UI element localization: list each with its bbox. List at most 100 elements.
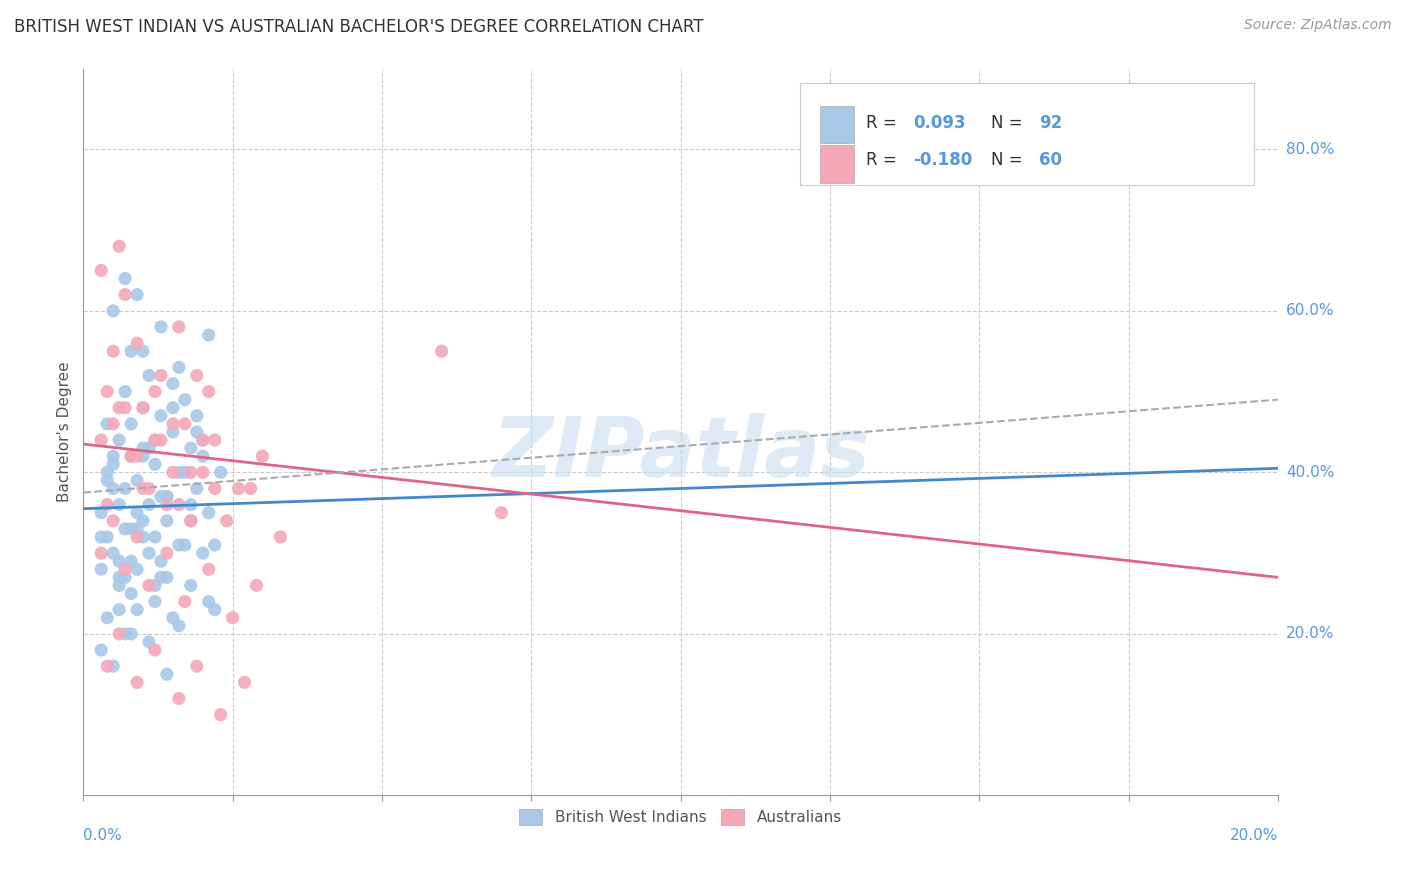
Point: [149, 570, 172, 584]
Point: [430, 344, 453, 359]
Point: [114, 522, 136, 536]
Point: [101, 303, 124, 318]
Legend: British West Indians, Australians: British West Indians, Australians: [513, 803, 848, 831]
Point: [138, 578, 160, 592]
Point: [252, 449, 274, 463]
Text: ZIPatlas: ZIPatlas: [492, 413, 869, 494]
Point: [191, 466, 214, 480]
Point: [173, 466, 195, 480]
Point: [197, 562, 219, 576]
Point: [143, 594, 166, 608]
Y-axis label: Bachelor's Degree: Bachelor's Degree: [58, 361, 72, 502]
Point: [138, 482, 160, 496]
Text: R =: R =: [866, 113, 901, 132]
Point: [132, 530, 155, 544]
Point: [138, 498, 160, 512]
Point: [90, 562, 112, 576]
Point: [197, 506, 219, 520]
Point: [143, 433, 166, 447]
Text: R =: R =: [866, 152, 901, 169]
Point: [156, 490, 179, 504]
Point: [269, 530, 291, 544]
Point: [197, 384, 219, 399]
Point: [132, 514, 155, 528]
Point: [108, 627, 131, 641]
Point: [90, 263, 112, 277]
Point: [108, 433, 131, 447]
Point: [191, 433, 214, 447]
Point: [96, 466, 118, 480]
Point: [180, 514, 202, 528]
Point: [149, 490, 172, 504]
Point: [114, 570, 136, 584]
FancyBboxPatch shape: [820, 145, 853, 183]
Text: 80.0%: 80.0%: [1286, 142, 1334, 157]
Point: [114, 562, 136, 576]
Point: [101, 457, 124, 471]
Point: [125, 675, 148, 690]
Point: [114, 287, 136, 301]
Text: 92: 92: [1039, 113, 1063, 132]
Point: [221, 611, 243, 625]
Point: [114, 482, 136, 496]
Point: [180, 578, 202, 592]
Text: 20.0%: 20.0%: [1230, 828, 1278, 843]
Point: [101, 482, 124, 496]
Point: [125, 602, 148, 616]
Point: [120, 449, 142, 463]
Point: [90, 530, 112, 544]
Point: [149, 320, 172, 334]
Point: [114, 627, 136, 641]
Point: [114, 384, 136, 399]
Point: [173, 594, 195, 608]
Point: [149, 409, 172, 423]
Point: [90, 546, 112, 560]
Point: [245, 578, 267, 592]
Point: [156, 490, 179, 504]
Point: [186, 482, 208, 496]
Point: [167, 691, 190, 706]
Point: [143, 530, 166, 544]
Point: [197, 328, 219, 343]
Point: [125, 336, 148, 351]
Text: 60: 60: [1039, 152, 1062, 169]
Point: [101, 659, 124, 673]
Point: [191, 433, 214, 447]
Point: [167, 360, 190, 375]
Point: [125, 287, 148, 301]
Point: [162, 401, 184, 415]
Point: [132, 441, 155, 455]
Text: 0.0%: 0.0%: [83, 828, 122, 843]
Point: [167, 619, 190, 633]
Point: [209, 466, 232, 480]
Point: [108, 578, 131, 592]
Point: [167, 498, 190, 512]
Point: [138, 546, 160, 560]
Point: [125, 449, 148, 463]
Point: [204, 538, 226, 552]
Point: [204, 433, 226, 447]
Point: [138, 368, 160, 383]
Point: [108, 602, 131, 616]
Point: [180, 466, 202, 480]
Text: Source: ZipAtlas.com: Source: ZipAtlas.com: [1244, 18, 1392, 32]
Text: -0.180: -0.180: [914, 152, 973, 169]
Text: N =: N =: [991, 152, 1028, 169]
Point: [96, 659, 118, 673]
Point: [125, 522, 148, 536]
Point: [132, 449, 155, 463]
Text: BRITISH WEST INDIAN VS AUSTRALIAN BACHELOR'S DEGREE CORRELATION CHART: BRITISH WEST INDIAN VS AUSTRALIAN BACHEL…: [14, 18, 703, 36]
Point: [162, 425, 184, 439]
Point: [108, 401, 131, 415]
Point: [120, 417, 142, 431]
Point: [173, 538, 195, 552]
Point: [162, 376, 184, 391]
Point: [120, 627, 142, 641]
Point: [204, 602, 226, 616]
Point: [209, 707, 232, 722]
Point: [162, 466, 184, 480]
Point: [156, 570, 179, 584]
Point: [125, 562, 148, 576]
Point: [143, 578, 166, 592]
Point: [108, 554, 131, 568]
